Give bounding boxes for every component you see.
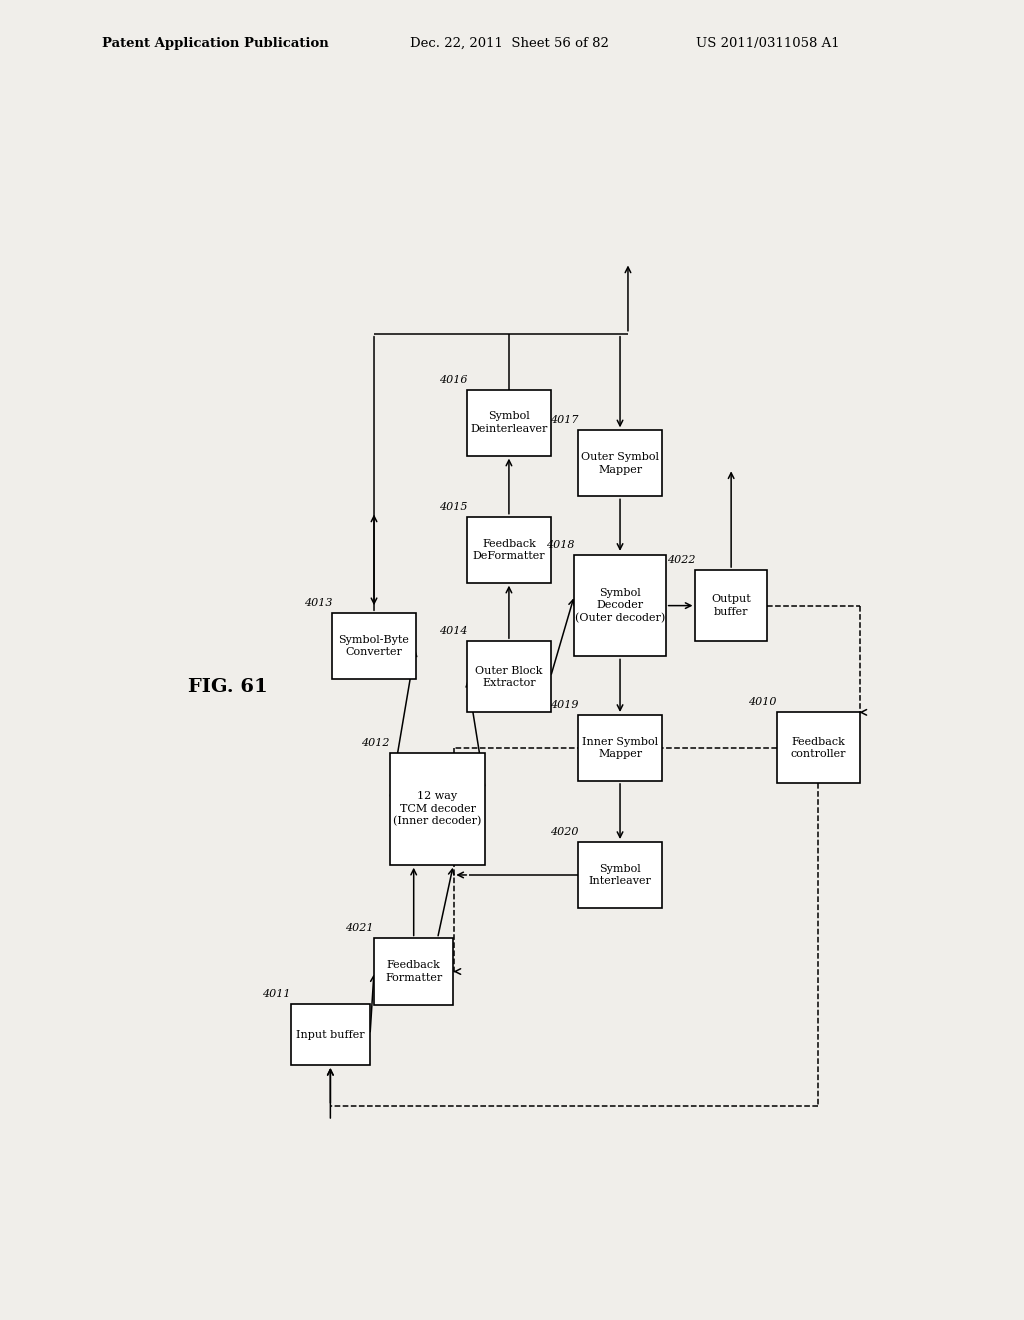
Text: 4021: 4021 <box>345 924 374 933</box>
Text: 4022: 4022 <box>667 554 695 565</box>
Text: US 2011/0311058 A1: US 2011/0311058 A1 <box>696 37 840 50</box>
Bar <box>467 516 551 582</box>
Text: Dec. 22, 2011  Sheet 56 of 82: Dec. 22, 2011 Sheet 56 of 82 <box>410 37 608 50</box>
Bar <box>467 389 551 455</box>
Bar <box>579 842 662 908</box>
Text: 4015: 4015 <box>438 502 467 512</box>
Text: Symbol
Decoder
(Outer decoder): Symbol Decoder (Outer decoder) <box>574 587 666 623</box>
Text: 4016: 4016 <box>438 375 467 384</box>
Text: 4010: 4010 <box>749 697 777 708</box>
Text: 4013: 4013 <box>304 598 333 609</box>
Text: 4014: 4014 <box>438 626 467 636</box>
Bar <box>390 752 485 865</box>
Bar <box>467 642 551 713</box>
Text: Symbol
Interleaver: Symbol Interleaver <box>589 863 651 886</box>
Text: Feedback
controller: Feedback controller <box>791 737 846 759</box>
Text: 4020: 4020 <box>550 826 579 837</box>
Bar <box>374 939 454 1005</box>
Text: Patent Application Publication: Patent Application Publication <box>102 37 329 50</box>
Bar <box>579 430 662 496</box>
Text: Output
buffer: Output buffer <box>712 594 751 616</box>
Text: Feedback
DeFormatter: Feedback DeFormatter <box>473 539 545 561</box>
Text: Symbol
Deinterleaver: Symbol Deinterleaver <box>470 412 548 434</box>
Text: Inner Symbol
Mapper: Inner Symbol Mapper <box>582 737 658 759</box>
Bar <box>695 570 767 642</box>
Text: 12 way
TCM decoder
(Inner decoder): 12 way TCM decoder (Inner decoder) <box>393 791 481 826</box>
Bar <box>579 715 662 781</box>
Bar <box>777 713 860 784</box>
Text: 4018: 4018 <box>546 540 574 549</box>
Text: FIG. 61: FIG. 61 <box>187 678 267 696</box>
Bar <box>291 1005 370 1065</box>
Text: 4012: 4012 <box>361 738 390 748</box>
Text: Input buffer: Input buffer <box>296 1030 365 1040</box>
Text: Outer Block
Extractor: Outer Block Extractor <box>475 665 543 688</box>
Text: Outer Symbol
Mapper: Outer Symbol Mapper <box>581 453 659 474</box>
Text: 4017: 4017 <box>550 416 579 425</box>
Bar <box>333 614 416 680</box>
Text: Feedback
Formatter: Feedback Formatter <box>385 961 442 982</box>
Text: 4019: 4019 <box>550 700 579 710</box>
Text: 4011: 4011 <box>262 989 291 999</box>
Bar <box>574 554 666 656</box>
Text: Symbol-Byte
Converter: Symbol-Byte Converter <box>339 635 410 657</box>
